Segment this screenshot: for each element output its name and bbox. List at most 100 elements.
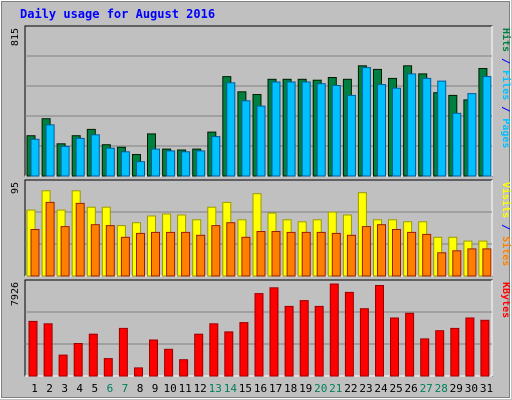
x-tick-label-18: 18 [284,382,297,395]
bar-sites-29 [452,250,462,277]
bar-files-22 [346,94,356,177]
legend-entry: KBytes [500,282,511,318]
x-tick-label-31: 31 [480,382,493,395]
x-tick-label-7: 7 [122,382,129,395]
bar-files-10 [166,150,176,177]
bar-sites-16 [256,231,266,277]
bar-sites-26 [407,231,417,277]
x-tick-label-25: 25 [389,382,402,395]
x-tick-label-22: 22 [344,382,357,395]
legend-entry: Hits [500,28,512,52]
bar-sites-30 [467,248,477,277]
bar-files-21 [331,85,341,177]
legend-entry: / [500,218,511,236]
bar-files-13 [211,136,221,177]
x-tick-label-21: 21 [329,382,342,395]
bar-sites-2 [45,201,55,277]
x-tick-label-17: 17 [269,382,282,395]
x-tick-label-14: 14 [224,382,238,395]
bar-files-1 [30,138,40,177]
bar-files-18 [286,81,296,177]
bar-sites-12 [196,234,206,277]
bar-files-8 [136,161,145,177]
bar-kbytes-24 [375,285,384,377]
bar-files-12 [196,150,206,177]
x-tick-label-3: 3 [61,382,68,395]
bar-sites-21 [331,232,341,277]
bar-kbytes-29 [450,327,460,377]
bar-kbytes-8 [134,367,143,377]
bar-files-11 [181,151,191,177]
bar-files-31 [482,76,492,177]
x-tick-label-30: 30 [465,382,478,395]
bar-sites-4 [75,202,85,277]
bar-files-25 [392,87,401,177]
bar-kbytes-25 [390,317,399,377]
bar-files-26 [407,73,417,177]
panel-hits_files_pages: 815 Hits / Files / Pages [10,25,512,177]
bar-kbytes-3 [58,354,68,377]
bar-kbytes-26 [405,312,415,377]
legend-visits_sites: Visits / Sites [500,182,512,266]
bar-files-28 [437,80,447,177]
x-tick-label-26: 26 [404,382,417,395]
bar-sites-23 [361,226,371,277]
x-tick-label-12: 12 [194,382,207,395]
bar-sites-11 [181,231,191,277]
bar-sites-7 [120,236,130,277]
bar-files-4 [75,137,85,177]
bar-kbytes-15 [239,322,249,377]
bar-kbytes-14 [224,331,234,377]
bar-sites-31 [482,248,492,277]
legend-entry: / [500,52,511,70]
bar-files-15 [241,100,251,177]
bar-files-30 [467,93,477,177]
bar-sites-18 [286,231,296,277]
legend-entry: Pages [500,118,511,148]
x-tick-label-29: 29 [450,382,463,395]
x-tick-label-4: 4 [76,382,83,395]
bar-files-19 [301,81,311,177]
chart-panels: 815 Hits / Files / Pages 95 Visits / Sites 7… [10,25,512,377]
bar-kbytes-21 [329,283,339,377]
bar-kbytes-17 [269,287,279,377]
x-tick-label-5: 5 [91,382,98,395]
bar-sites-17 [271,231,281,277]
x-tick-label-8: 8 [137,382,144,395]
bar-sites-8 [136,232,145,277]
bar-sites-25 [392,229,401,277]
bar-files-3 [60,145,70,177]
x-tick-label-2: 2 [46,382,53,395]
bar-kbytes-9 [149,339,158,377]
panel-visits_sites: 95 Visits / Sites [10,179,512,277]
bar-sites-22 [346,234,356,277]
bar-files-23 [361,67,371,177]
bar-kbytes-1 [28,320,38,377]
bar-sites-27 [422,233,432,277]
bar-kbytes-12 [194,333,204,377]
bar-files-7 [120,151,130,177]
x-tick-label-10: 10 [163,382,176,395]
legend-entry: Files [500,70,512,100]
bar-sites-3 [60,226,70,277]
bar-kbytes-28 [435,330,445,377]
x-tick-label-19: 19 [299,382,312,395]
bar-files-20 [316,83,326,177]
bar-sites-14 [226,222,236,277]
x-tick-label-20: 20 [314,382,327,395]
bar-kbytes-4 [73,343,83,377]
bar-kbytes-31 [480,319,490,377]
legend-entry: Visits [500,182,512,218]
bar-kbytes-18 [284,305,294,377]
bar-kbytes-22 [344,291,354,377]
chart-title: Daily usage for August 2016 [20,7,215,21]
bar-sites-28 [437,252,447,277]
bar-files-16 [256,105,266,177]
bar-files-14 [226,82,236,177]
x-tick-label-16: 16 [254,382,267,395]
bar-kbytes-27 [420,338,430,377]
x-tick-label-6: 6 [107,382,114,395]
bar-files-27 [422,77,432,177]
